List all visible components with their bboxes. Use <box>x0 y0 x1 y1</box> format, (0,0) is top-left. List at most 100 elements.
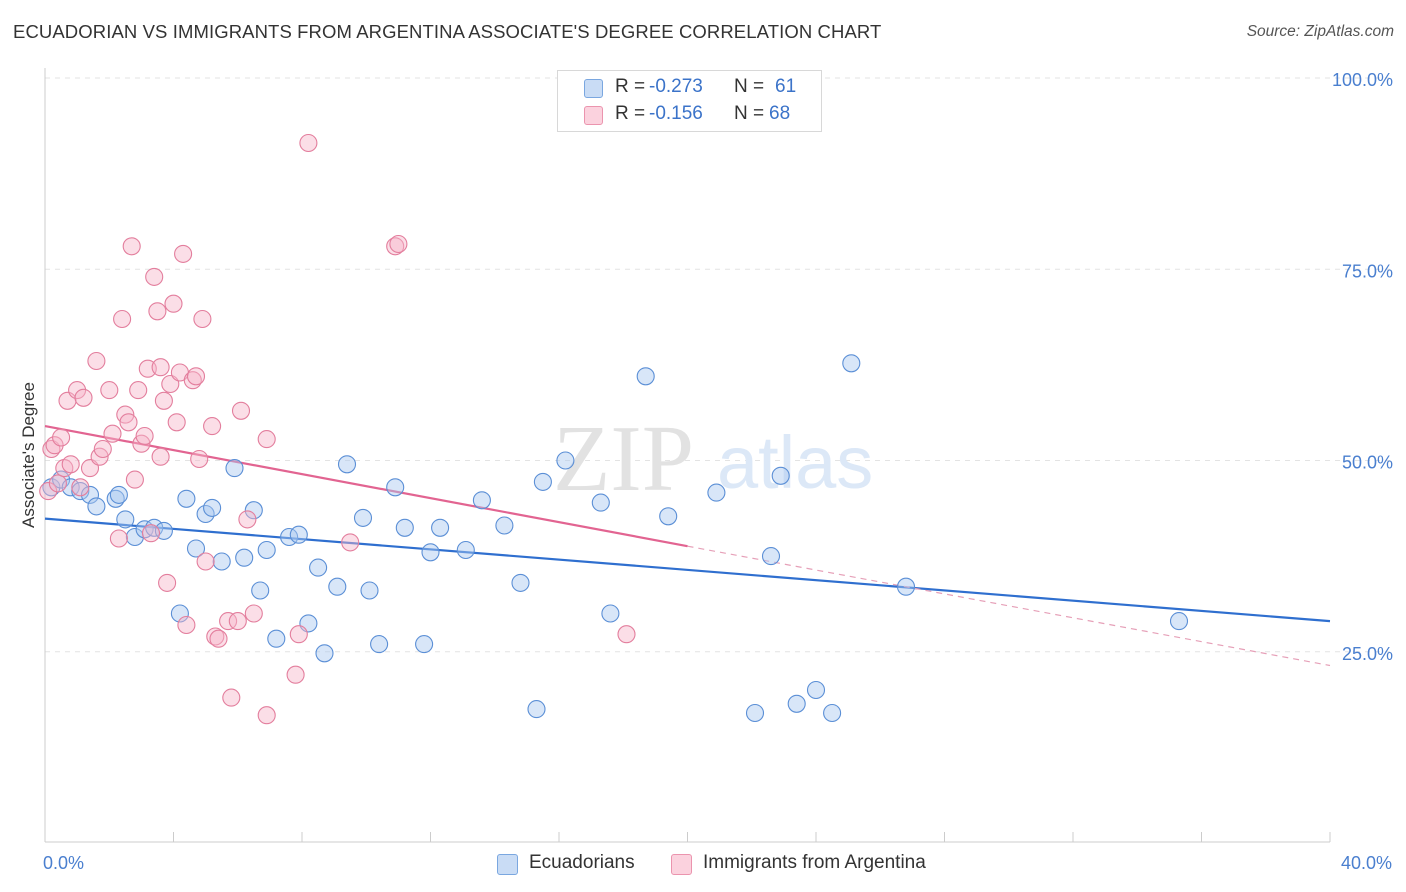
data-point <box>707 483 726 502</box>
data-point <box>177 615 196 635</box>
data-point <box>636 367 655 386</box>
data-point <box>617 625 636 644</box>
data-point <box>145 518 164 537</box>
data-point <box>456 540 475 560</box>
data-point <box>87 497 106 516</box>
data-point <box>386 237 405 256</box>
correlation-legend: R = -0.273 N = 61 R = -0.156 N = 68 <box>557 70 822 132</box>
data-point <box>177 489 196 508</box>
tick-labels: 25.0% 50.0% 75.0% 100.0% 0.0% 40.0% <box>43 70 1393 873</box>
data-point <box>495 516 514 535</box>
data-point <box>421 543 440 562</box>
data-point <box>109 485 128 504</box>
data-point <box>787 694 806 713</box>
data-point <box>116 510 135 529</box>
trend-line <box>44 517 1331 623</box>
data-point <box>511 573 530 592</box>
data-point <box>842 354 861 373</box>
data-point <box>309 558 328 577</box>
data-points <box>39 133 1189 725</box>
legend-row-ecuadorians: R = -0.273 N = 61 <box>558 75 821 101</box>
data-point <box>109 529 128 548</box>
trend-lines <box>44 424 1331 667</box>
chart-title: ECUADORIAN VS IMMIGRANTS FROM ARGENTINA … <box>13 21 882 42</box>
legend-swatch-ecuadorians <box>584 79 603 98</box>
data-point <box>80 485 100 504</box>
data-point <box>113 309 132 329</box>
data-point <box>209 629 228 648</box>
data-point <box>244 604 263 623</box>
data-point <box>472 491 491 510</box>
x-tick-label: 0.0% <box>43 853 84 873</box>
data-point <box>186 539 206 558</box>
data-point <box>222 688 241 707</box>
source-label: Source: ZipAtlas.com <box>1246 23 1394 40</box>
data-point <box>45 436 64 455</box>
data-point <box>87 351 106 371</box>
data-point <box>244 501 263 520</box>
data-point <box>601 604 620 623</box>
data-point <box>389 234 408 254</box>
legend-n-value: 68 <box>769 103 791 124</box>
legend-r-value: -0.156 <box>649 103 703 124</box>
data-point <box>556 451 575 470</box>
data-point <box>212 552 231 571</box>
data-point <box>206 627 225 646</box>
watermark: ZIP atlas <box>553 407 873 511</box>
data-point <box>100 381 119 400</box>
data-point <box>186 367 206 386</box>
data-point <box>527 700 546 719</box>
watermark-zip: ZIP <box>553 407 694 511</box>
legend-r-value: -0.273 <box>649 76 703 97</box>
data-point <box>267 629 286 648</box>
data-point <box>591 493 610 512</box>
data-point <box>74 388 93 407</box>
data-point <box>289 525 308 544</box>
data-point <box>315 644 334 663</box>
data-point <box>533 472 552 491</box>
data-point <box>431 518 450 537</box>
data-point <box>415 635 434 654</box>
data-point <box>164 294 183 313</box>
legend-r-label: R = <box>615 103 646 124</box>
data-point <box>771 466 790 485</box>
legend-n-value: 61 <box>775 76 797 97</box>
data-point <box>170 604 189 623</box>
data-point <box>151 447 170 466</box>
data-point <box>299 133 318 153</box>
data-point <box>193 309 212 329</box>
legend-r-label: R = <box>615 76 646 97</box>
data-point <box>659 507 678 526</box>
data-point <box>289 625 308 644</box>
data-point <box>141 524 161 543</box>
legend-n-label: N = <box>734 103 765 124</box>
data-point <box>48 474 67 493</box>
watermark-atlas: atlas <box>717 421 873 504</box>
data-point <box>353 508 373 527</box>
data-point <box>225 459 244 478</box>
data-point <box>135 426 154 446</box>
data-point <box>386 478 405 497</box>
data-point <box>228 612 247 631</box>
y-tick-label: 50.0% <box>1342 453 1393 473</box>
legend-n-label: N = <box>734 76 765 97</box>
data-point <box>129 381 148 400</box>
data-point <box>52 428 71 447</box>
data-point <box>257 706 276 725</box>
data-point <box>125 470 144 489</box>
data-point <box>235 548 254 567</box>
y-tick-label: 100.0% <box>1332 70 1393 90</box>
trend-line-extension <box>687 545 1331 667</box>
data-point <box>370 635 389 654</box>
data-point <box>360 581 379 600</box>
data-point <box>257 540 276 560</box>
y-tick-label: 25.0% <box>1342 644 1393 664</box>
data-point <box>39 482 58 501</box>
data-point <box>761 547 781 566</box>
bottom-legend-swatch-argentina <box>671 854 692 875</box>
data-point <box>328 577 347 596</box>
data-point <box>231 401 251 420</box>
data-point <box>341 533 360 552</box>
data-point <box>119 413 138 432</box>
